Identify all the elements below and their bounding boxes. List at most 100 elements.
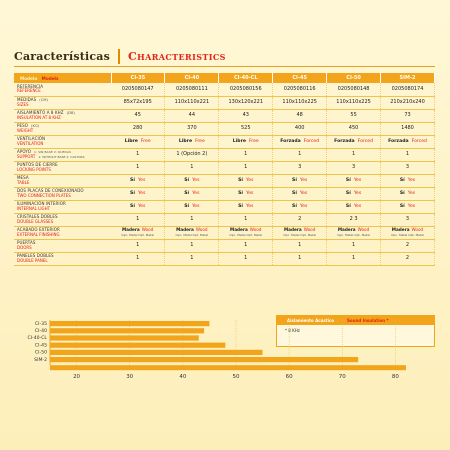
table-cell: 1: [111, 161, 166, 175]
table-cell: 2: [272, 213, 328, 227]
table-cell: Sí Yes: [218, 200, 274, 214]
cell-value-en: Yes: [299, 190, 308, 196]
table-cell: 3: [326, 161, 382, 175]
table-cell: 1: [272, 239, 328, 253]
table-cell: 0205080111: [164, 83, 220, 97]
row-label-en: Reference: [17, 88, 41, 94]
table-cell: 1: [218, 239, 274, 253]
x-tick-label: 70: [339, 374, 346, 380]
row-unit: (dB): [66, 111, 76, 116]
row-label-en: Locking points: [17, 166, 51, 172]
cell-value-es: Sí: [130, 177, 135, 183]
cell-value-es: Sí: [238, 177, 243, 183]
row-label-es: Acabado exterior: [17, 227, 60, 233]
x-tick-label: 40: [179, 374, 186, 380]
table-cell: 1: [326, 239, 382, 253]
table-cell: Forzada Forced: [326, 135, 382, 149]
table-cell: 48: [272, 109, 328, 123]
cell-value-en: Wood: [195, 227, 208, 233]
table-cell: Sí Yes: [111, 187, 166, 201]
cell-value-en: Yes: [407, 190, 416, 196]
cell-value-es: Sí: [399, 190, 405, 196]
row-label-es: Ventilación: [17, 136, 46, 142]
table-cell: 0205080148: [326, 83, 382, 97]
row-label-es: Mesa: [17, 175, 29, 181]
model-header-es: Modelo: [20, 75, 38, 81]
row-label-en: Ventilation: [17, 140, 44, 146]
cell-value-es: Sí: [238, 190, 243, 196]
row-label-es: Apoyo 1: Sin base 2: Ruedas: [17, 149, 72, 155]
cell-value-en: Yes: [353, 190, 362, 196]
cell-value-en: Yes: [353, 203, 362, 209]
x-tick-label: 30: [126, 374, 133, 380]
cell-option: Opc. Metal Opt. Metal: [337, 232, 370, 237]
row-label: Acabado exterior External finishing: [14, 226, 111, 240]
table-cell: Forzada Forced: [272, 135, 328, 149]
cell-option: Opc. Metal Opt. Metal: [283, 232, 317, 237]
cell-value-es: Madera: [391, 227, 410, 233]
chart-legend: Aislamiento Acústico Sound Insulation * …: [276, 315, 435, 347]
table-cell: 1: [164, 213, 220, 227]
bar-sim-2: [50, 357, 359, 363]
cell-value-es: Sí: [345, 203, 351, 209]
table-cell: 3: [272, 161, 328, 175]
row-label: Puntos de cierre Locking points: [14, 161, 111, 175]
table-cell: 45: [111, 109, 166, 123]
table-cell: Madera Wood Opc. Metal Opt. Metal: [272, 226, 328, 240]
cell-value-en: Free: [248, 138, 259, 144]
row-label: Dos placas de conexionado Two connection …: [14, 187, 111, 201]
cell-value-es: Sí: [184, 177, 190, 183]
model-col-ci-40-cl: CI-40-CL: [218, 73, 274, 83]
table-cell: 1: [164, 161, 220, 175]
table-cell: 110x110x221: [164, 96, 220, 110]
table-cell: 73: [380, 109, 435, 123]
cell-option: Opc. Metal Opt. Metal: [229, 232, 263, 237]
cell-value-en: Yes: [137, 203, 146, 209]
table-row: Paneles dobles Double panel 1 1 1 1 1 2: [14, 252, 435, 266]
table-row: Medidas (cm) Sizes 85x72x195 110x110x221 130x…: [14, 96, 435, 110]
y-tick-label: CI-40: [35, 328, 47, 334]
table-cell: 1 (Opción 2): [164, 148, 220, 162]
row-note-en: 1: Without base 2: Castors: [38, 154, 85, 159]
cell-value-es: Libre: [124, 138, 138, 144]
table-cell: 1: [272, 148, 328, 162]
row-label-en: External finishing: [17, 231, 60, 237]
x-tick-label: 60: [286, 374, 293, 380]
table-row: Puntos de cierre Locking points 1 1 1 3 3 3: [14, 161, 435, 175]
table-cell: Sí Yes: [380, 174, 435, 188]
cell-value-en: Forced: [357, 138, 374, 144]
table-cell: 2 3: [326, 213, 382, 227]
cell-value-es: Sí: [399, 203, 405, 209]
cell-value-es: Libre: [232, 138, 246, 144]
cell-value-es: Madera: [121, 227, 140, 233]
cell-value-en: Yes: [246, 177, 254, 183]
table-cell: 1480: [380, 122, 435, 136]
x-axis-band: [50, 365, 406, 371]
table-row: Referencia Reference 0205080147 0205080111 0…: [14, 83, 435, 97]
cell-value-en: Yes: [192, 177, 200, 183]
table-row: Aislamiento a 8 KHz (dB) Insulation at 8 K…: [14, 109, 435, 123]
row-label: Paneles dobles Double panel: [14, 252, 111, 266]
model-header: Modelo Models: [14, 73, 112, 83]
cell-value-en: Wood: [249, 227, 262, 233]
table-cell: 1: [164, 252, 220, 266]
cell-value-es: Sí: [238, 203, 243, 209]
table-cell: 0205080174: [380, 83, 435, 97]
y-tick-label: CI-35: [35, 321, 47, 327]
table-cell: Sí Yes: [111, 174, 166, 188]
header-rule: [14, 66, 435, 67]
cell-value-es: Sí: [292, 203, 297, 209]
table-cell: 110x110x225: [326, 96, 382, 110]
table-row: Apoyo 1: Sin base 2: Ruedas Support 1: With…: [14, 148, 435, 162]
x-tick-label: 20: [73, 374, 80, 380]
bar-ci-45: [50, 342, 226, 348]
cell-value-es: Sí: [292, 177, 297, 183]
cell-value-en: Yes: [299, 203, 308, 209]
cell-value-en: Free: [195, 138, 205, 144]
model-col-sim-2: SIM-2: [380, 73, 435, 83]
table-cell: 110x110x225: [272, 96, 328, 110]
cell-value-en: Yes: [137, 190, 146, 196]
cell-value-en: Wood: [141, 227, 154, 233]
table-cell: Sí Yes: [272, 187, 328, 201]
